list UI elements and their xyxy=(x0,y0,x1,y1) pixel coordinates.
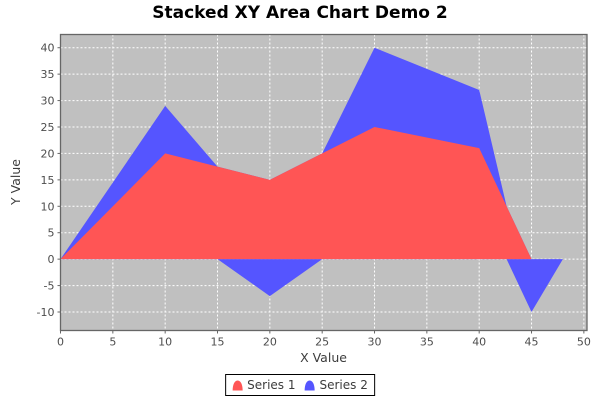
y-axis-tick-label: 30 xyxy=(41,95,55,108)
x-axis-tick-label: 15 xyxy=(211,336,225,349)
x-axis-tick-label: 0 xyxy=(57,336,64,349)
y-axis-tick-label: 0 xyxy=(48,253,55,266)
x-axis-tick-label: 35 xyxy=(420,336,434,349)
legend-label-series-1: Series 1 xyxy=(247,378,296,392)
x-axis-tick-label: 40 xyxy=(472,336,486,349)
series-1-marker-icon xyxy=(232,380,243,390)
y-axis-tick-label: -10 xyxy=(37,306,55,319)
x-axis-tick-label: 5 xyxy=(109,336,116,349)
y-axis-tick-label: 35 xyxy=(41,68,55,81)
series-1-area xyxy=(60,127,563,260)
x-axis-tick-label: 20 xyxy=(263,336,277,349)
x-axis-tick-label: 45 xyxy=(525,336,539,349)
x-axis-tick-label: 25 xyxy=(315,336,329,349)
y-axis-tick-label: 5 xyxy=(48,227,55,240)
y-axis-label: Y Value xyxy=(8,159,23,205)
x-axis-tick-label: 50 xyxy=(577,336,591,349)
y-axis-tick-label: 40 xyxy=(41,42,55,55)
x-axis-tick-label: 10 xyxy=(158,336,172,349)
x-axis-label: X Value xyxy=(300,350,347,365)
plot-border xyxy=(59,33,588,332)
y-axis-tick-label: 20 xyxy=(41,147,55,160)
series-2-marker-icon xyxy=(305,380,315,390)
chart-title: Stacked XY Area Chart Demo 2 xyxy=(152,3,448,23)
legend: Series 1 Series 2 xyxy=(225,374,375,396)
legend-item-series-2: Series 2 xyxy=(305,378,368,392)
series-2-area-negative xyxy=(60,259,563,312)
legend-item-series-1: Series 1 xyxy=(232,378,296,392)
y-axis-tick-label: 15 xyxy=(41,174,55,187)
y-axis-tick-label: 25 xyxy=(41,121,55,134)
y-axis-tick-label: 10 xyxy=(41,200,55,213)
legend-label-series-2: Series 2 xyxy=(319,378,368,392)
x-axis-tick-label: 30 xyxy=(368,336,382,349)
y-axis-tick-label: -5 xyxy=(44,280,55,293)
